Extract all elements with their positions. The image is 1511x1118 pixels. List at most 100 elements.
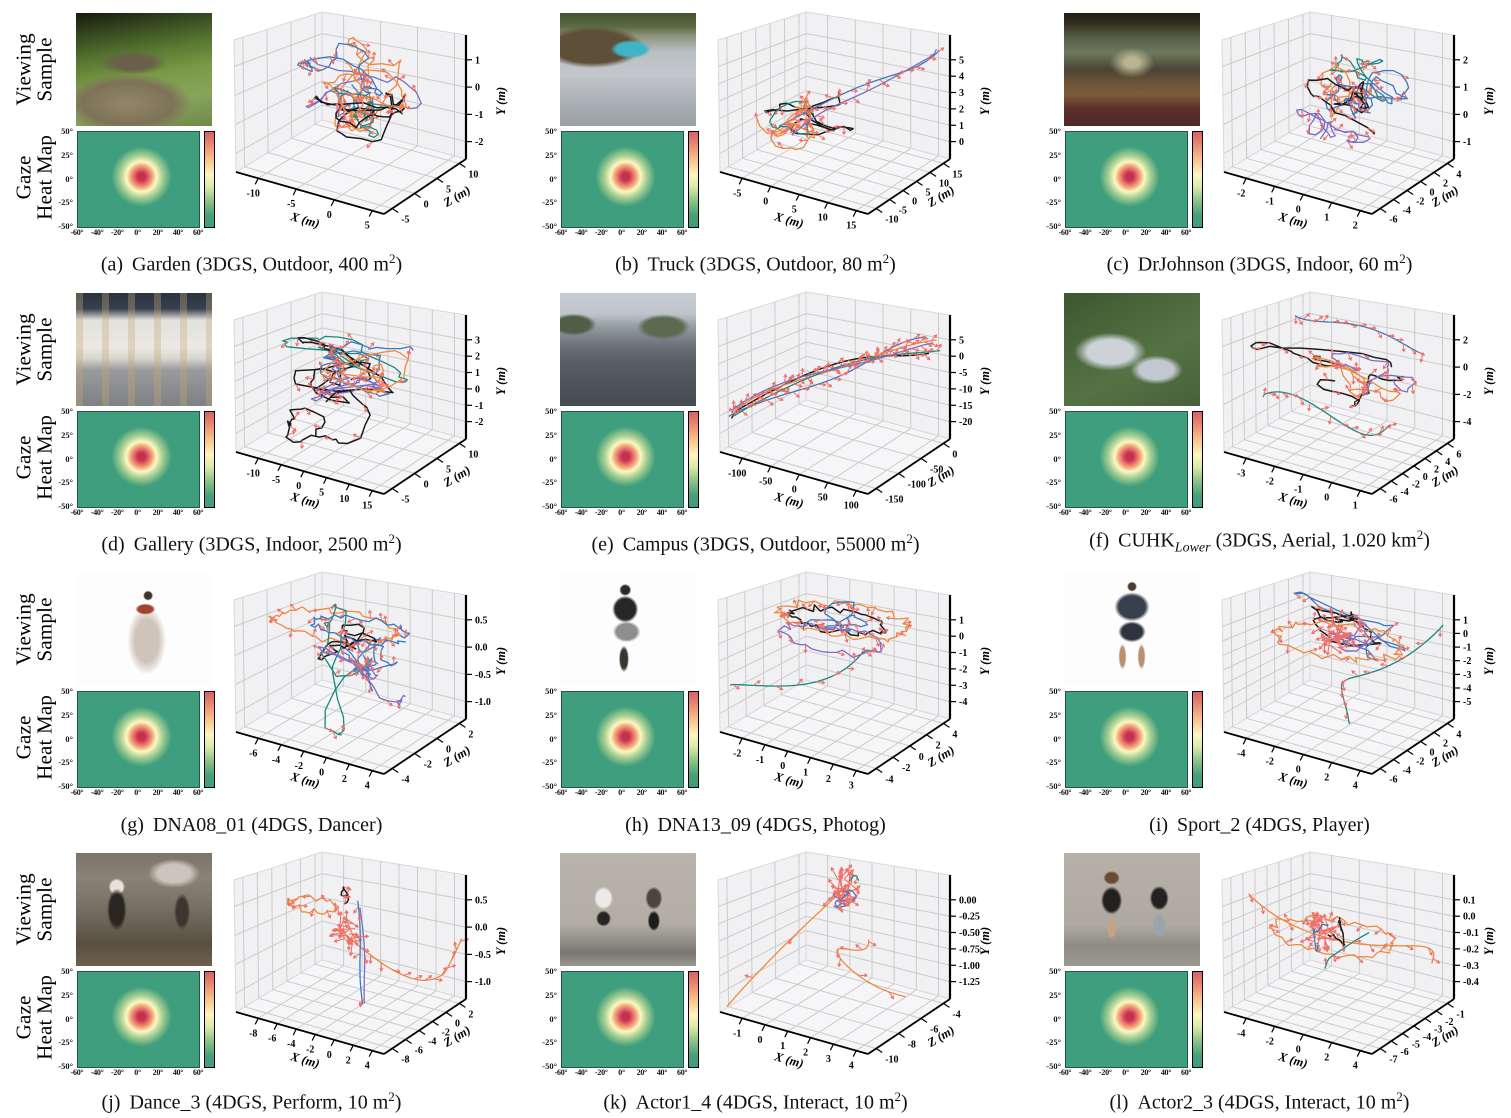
y-tick-label: -15 [959, 401, 972, 412]
y-tick-label: -2 [475, 137, 483, 148]
x-tick-label: -100 [728, 468, 746, 479]
y-tick-label: -0.50 [959, 928, 980, 939]
gaze-heatmap-colorbar [1192, 971, 1203, 1068]
x-tick [254, 738, 259, 745]
heatmap-y-tick-label: 25° [61, 149, 73, 160]
heatmap-x-tick-label: -40° [90, 788, 104, 797]
heatmap-x-tick-label: -60° [70, 228, 84, 237]
x-tick-label: 1 [803, 768, 808, 779]
heatmap-x-tick-label: -60° [70, 508, 84, 517]
caption-info: (4DGS, Interact, 10 m [716, 1092, 895, 1114]
y-tick-label: 0 [959, 352, 964, 363]
gaze-heatmap: 50° 25° 0° -25° -50° -60° -40° -20° 0° 20° 40° 60° [48, 406, 218, 521]
x-tick-label: 0 [1296, 205, 1301, 216]
caption-scene-name: Gallery [133, 534, 194, 556]
panel-caption: (a) Garden (3DGS, Outdoor, 400 m2) [0, 251, 503, 277]
x-tick [345, 483, 350, 491]
x-tick [738, 458, 743, 465]
gaze-arrows [833, 890, 853, 914]
heatmap-x-tick-label: 60° [677, 788, 688, 797]
z-tick-label: -4 [1423, 1032, 1431, 1043]
z-tick-label: -3 [1434, 1024, 1442, 1035]
x-tick-label: -2 [306, 1045, 314, 1056]
z-axis-line [383, 718, 467, 775]
heatmap-x-tick-label: -20° [1099, 228, 1112, 237]
z-tick-label: -10 [885, 1055, 898, 1066]
trajectory-plot-3d: -101234-10-8-6-40.00-0.25-0.50-0.75-1.00… [717, 851, 992, 1072]
heatmap-y-tick-label: 25° [1049, 429, 1061, 440]
z-tick-label: -5 [401, 495, 409, 506]
x-tick-label: 1 [1324, 213, 1329, 224]
gaze-heatmap-x-ticks: -60° -40° -20° 0° 20° 40° 60° [1059, 1068, 1192, 1079]
z-tick-label: -2 [424, 760, 432, 771]
gaze-arrows [321, 350, 411, 395]
gaze-arrow-cluster [328, 909, 370, 957]
heatmap-y-tick-label: 0° [1053, 733, 1061, 744]
x-tick [323, 757, 328, 764]
z-tick [1393, 199, 1400, 204]
heatmap-y-tick-label: -50° [58, 781, 73, 791]
heatmap-y-tick-label: 50° [1049, 966, 1061, 976]
z-tick [459, 722, 466, 728]
x-tick [767, 466, 772, 473]
viewing-trajectory [309, 614, 411, 646]
y-tick-label: -1.00 [959, 961, 980, 972]
gaze-heatmap-y-ticks: 50° 25° 0° -25° -50° [48, 126, 75, 231]
y-tick-label: -0.25 [959, 912, 980, 923]
z-tick [909, 745, 917, 751]
gaze-heatmap-x-ticks: -60° -40° -20° 0° 20° 40° 60° [71, 1068, 204, 1079]
heatmap-x-tick-label: 20° [152, 508, 164, 517]
z-tick-label: -2 [442, 1027, 450, 1038]
viewing-trajectory [832, 893, 847, 908]
z-tick-label: 0 [424, 480, 429, 491]
heatmap-x-tick-label: -20° [1099, 508, 1112, 517]
heatmap-y-tick-label: -25° [542, 757, 557, 768]
gaze-heatmap-label-line: Gaze [11, 995, 36, 1040]
z-tick [391, 488, 399, 493]
z-tick-label: 0 [952, 449, 957, 460]
caption-scene-name: Actor2_3 [1137, 1092, 1213, 1114]
z-tick [1379, 768, 1387, 773]
z-tick [892, 756, 900, 762]
panel-caption: (l) Actor2_3 (4DGS, Interact, 10 m2) [1008, 1089, 1511, 1115]
x-tick-label: -4 [287, 1039, 295, 1050]
caption-info-end: ) [901, 1092, 908, 1114]
x-tick [368, 1050, 373, 1057]
x-axis-label: X (m) [288, 209, 321, 231]
heatmap-x-tick-label: 40° [1160, 508, 1172, 517]
heatmap-x-tick-label: 40° [172, 228, 184, 237]
x-tick [1328, 202, 1333, 209]
x-tick-label: 0 [319, 768, 324, 779]
gaze-heatmap-canvas [77, 131, 200, 228]
gaze-heatmap-x-ticks: -60° -40° -20° 0° 20° 40° 60° [71, 228, 204, 239]
panel-caption: (k) Actor1_4 (4DGS, Interact, 10 m2) [504, 1089, 1007, 1115]
y-axis-label: Y (m) [978, 927, 992, 955]
heatmap-y-tick-label: 50° [545, 966, 557, 976]
caption-index: (j) [101, 1092, 121, 1114]
heatmap-y-tick-label: 25° [545, 429, 557, 440]
gaze-heatmap-y-ticks: 50° 25° 0° -25° -50° [1036, 686, 1063, 791]
panel-caption: (j) Dance_3 (4DGS, Perform, 10 m2) [0, 1089, 503, 1115]
x-tick [254, 458, 259, 465]
x-tick-label: 4 [1353, 781, 1358, 792]
heatmap-x-tick-label: 60° [1181, 788, 1192, 797]
heatmap-x-tick-label: -60° [554, 508, 568, 517]
heatmap-y-tick-label: -25° [58, 477, 73, 488]
x-tick-label: 4 [1353, 1061, 1358, 1072]
z-tick [1447, 1002, 1454, 1008]
heatmap-y-tick-label: 0° [549, 1013, 557, 1024]
caption-superscript: 2 [906, 531, 913, 547]
x-tick [1242, 738, 1247, 745]
x-tick-label: -8 [249, 1028, 257, 1039]
heatmap-x-tick-label: -20° [595, 508, 608, 517]
gaze-arrows [779, 599, 912, 648]
heatmap-x-tick-label: 40° [656, 228, 668, 237]
x-tick-label: -4 [1237, 1028, 1245, 1039]
caption-info: (3DGS, Indoor, 60 m [1229, 254, 1400, 276]
caption-scene-name: DrJohnson [1137, 254, 1225, 276]
x-tick [852, 770, 857, 777]
x-axis-line [719, 1011, 869, 1055]
